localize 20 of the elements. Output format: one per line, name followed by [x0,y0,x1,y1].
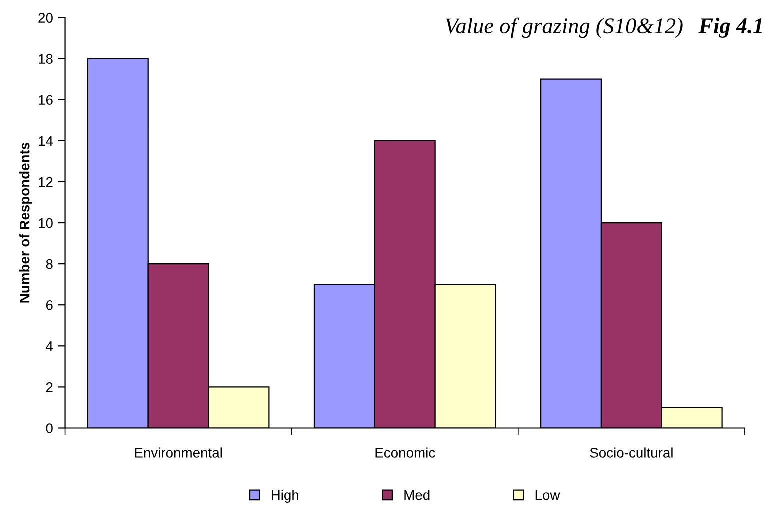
annotation: Fig 4.1 [698,18,762,38]
x-tick-label: Socio-cultural [590,448,673,458]
legend-label: Low [536,490,560,500]
y-tick-label: 12 [39,177,53,187]
y-tick-label: 2 [46,382,53,392]
y-tick-label: 10 [39,218,53,228]
y-tick-label: 6 [46,300,53,310]
y-tick-label: 0 [46,424,53,434]
x-tick-label: Environmental [135,448,222,458]
legend-label: Med [404,490,430,500]
y-tick-label: 20 [38,13,53,23]
y-tick-label: 14 [39,136,54,146]
y-axis-title: Number of Respondents [20,142,32,303]
x-tick-label: Economic [376,448,436,458]
chart-title: Value of grazing (S10&12) [446,18,683,38]
y-tick-label: 8 [46,259,53,270]
y-tick-label: 18 [39,54,53,64]
y-tick-label: 16 [39,95,53,106]
legend-label: High [272,490,299,503]
y-tick-label: 4 [46,342,54,352]
